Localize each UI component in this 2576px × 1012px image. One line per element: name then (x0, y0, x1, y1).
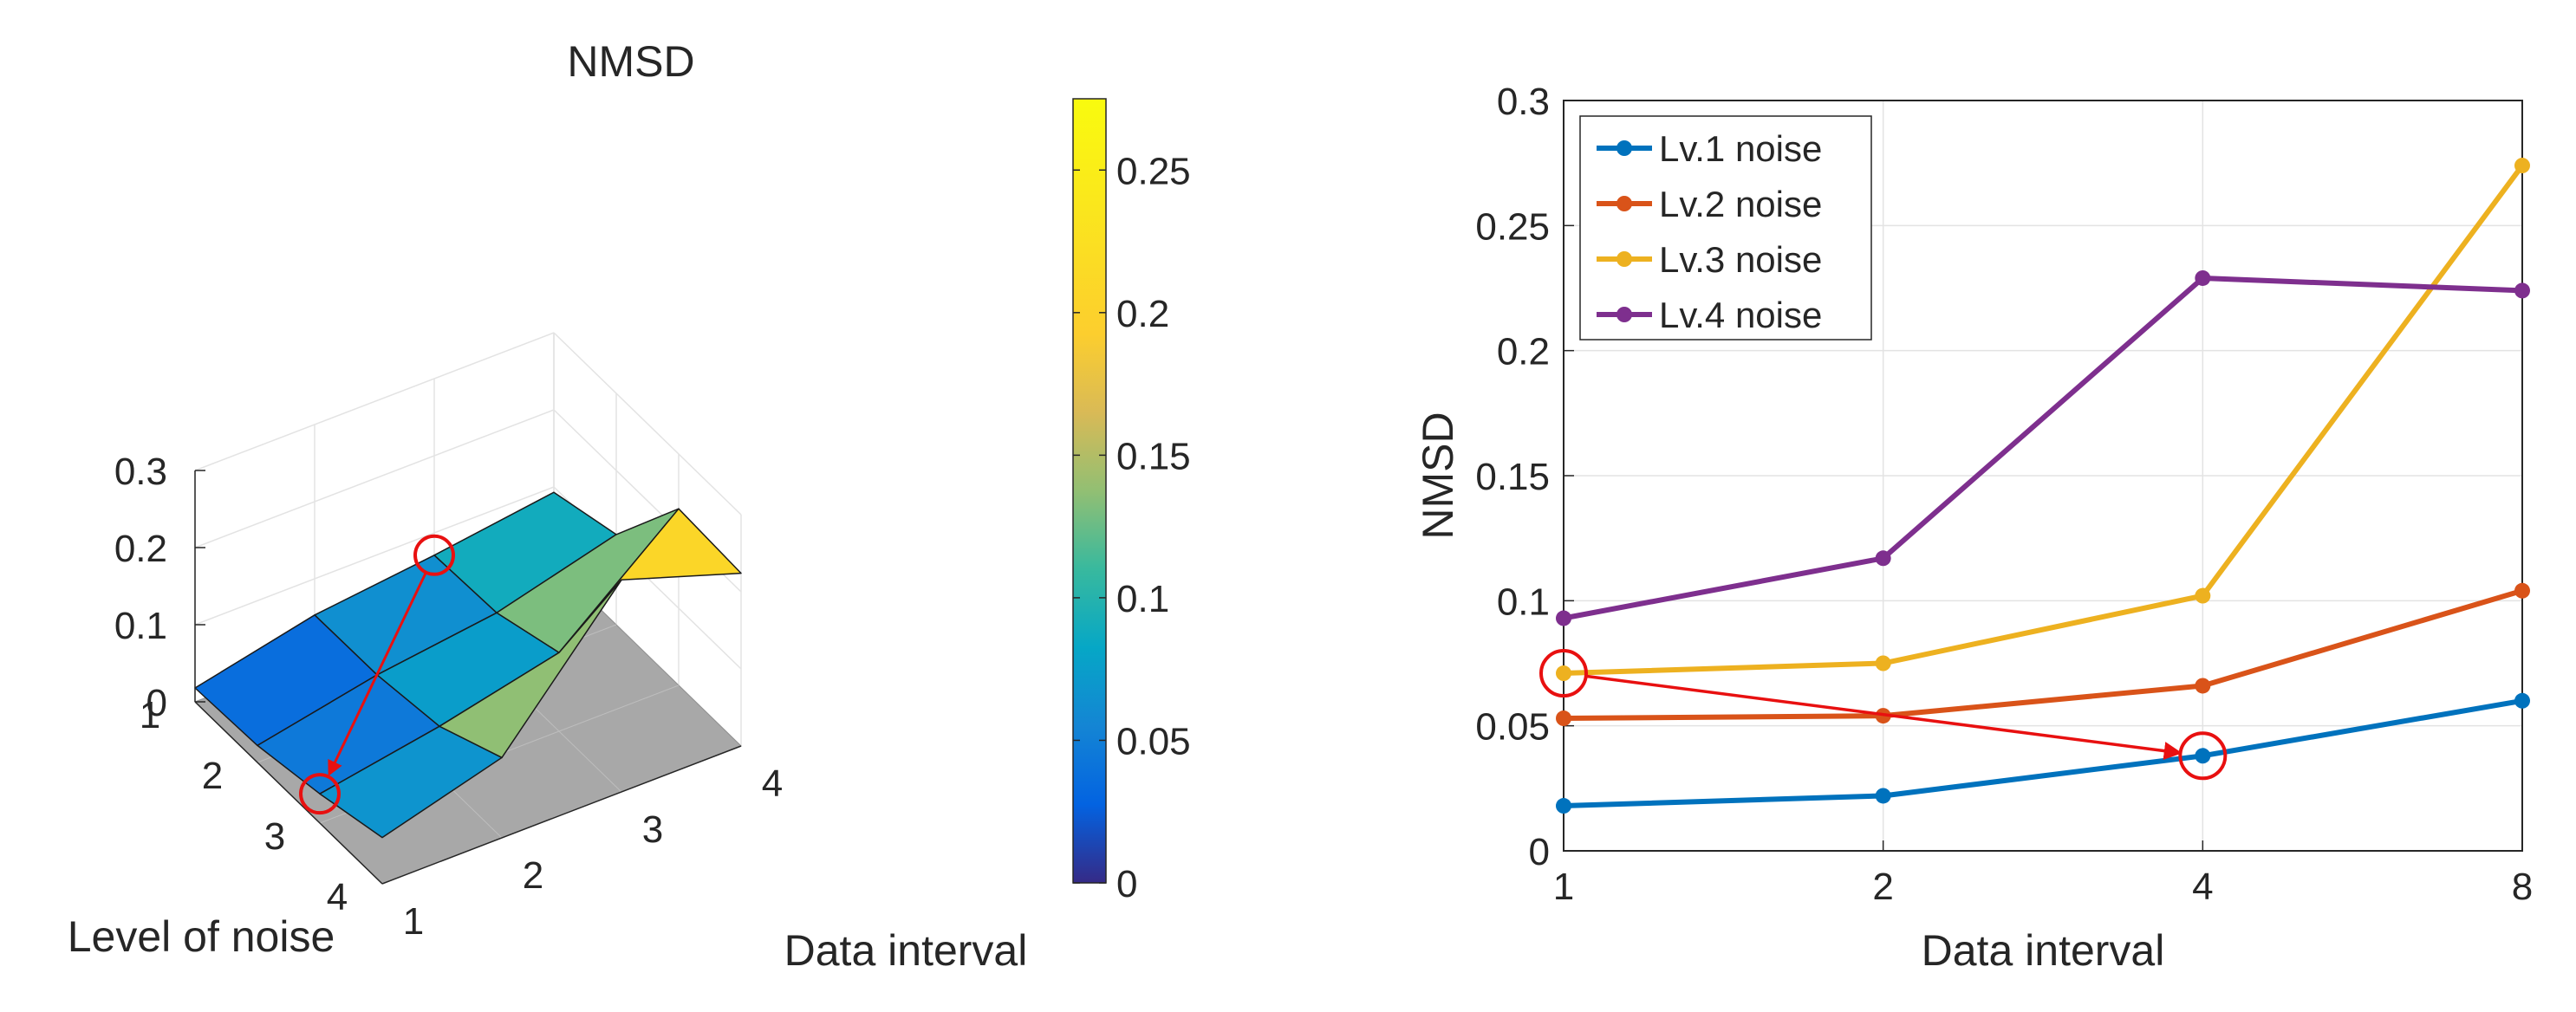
noise-tick-label: 1 (140, 694, 160, 736)
series-line (1563, 587, 2523, 721)
line-x-tick-label: 8 (2512, 866, 2533, 908)
surface-highlight (299, 534, 455, 815)
surface-highlight-arrow (328, 572, 427, 776)
colorbar-tick-label: 0 (1116, 863, 1137, 905)
interval-tick-label: 2 (523, 854, 543, 897)
legend-label: Lv.1 noise (1659, 128, 1822, 169)
z-tick-label: 0 (146, 682, 167, 724)
line-x-tick-label: 4 (2192, 866, 2213, 908)
series-point (1556, 665, 1571, 682)
series-point (2195, 269, 2211, 286)
line-highlight-circle-start (1539, 649, 1588, 698)
surface-highlight-circle-end (299, 773, 341, 815)
line-series-group (1556, 158, 2530, 814)
legend-swatch-marker (1617, 307, 1632, 322)
colorbar (1072, 98, 1107, 884)
line-series-3 (1556, 158, 2530, 682)
line-highlight-arrow (1585, 674, 2182, 760)
legend-swatch-marker (1617, 140, 1632, 156)
series-point (1556, 610, 1571, 626)
noise-tick-label: 4 (327, 876, 348, 918)
back-grid-line (194, 409, 555, 548)
series-line (1563, 697, 2523, 808)
line-highlight (1539, 649, 2228, 781)
surface-xlabel: Data interval (784, 926, 1028, 975)
z-tick-label: 0.2 (114, 528, 167, 570)
series-point (1875, 550, 1891, 567)
legend-entries: Lv.1 noise Lv.2 noise Lv.3 noise Lv.4 noise (1597, 128, 1822, 335)
series-point (1875, 655, 1891, 671)
surface-title: NMSD (567, 37, 694, 86)
colorbar-tick-label: 0.15 (1116, 435, 1191, 477)
z-tick-label: 0.1 (114, 605, 167, 647)
line-legend: Lv.1 noise Lv.2 noise Lv.3 noise Lv.4 noise (1579, 115, 1872, 341)
line-series-2 (1556, 582, 2530, 727)
legend-label: Lv.2 noise (1659, 184, 1822, 224)
series-point (1875, 788, 1891, 804)
line-y-tick-labels: 0 0.05 0.1 0.15 0.2 0.25 0.3 (1475, 81, 1574, 873)
noise-axis-line (194, 701, 383, 885)
legend-swatch-marker (1617, 196, 1632, 211)
back-grid-line (194, 332, 555, 471)
z-tick-label: 0.3 (114, 451, 167, 493)
series-point (2514, 692, 2530, 709)
colorbar-tick-label: 0.05 (1116, 720, 1191, 762)
interval-tick-label: 4 (762, 762, 783, 805)
line-y-tick-label: 0.15 (1475, 456, 1550, 498)
line-y-tick-label: 0 (1529, 831, 1550, 873)
series-point (1556, 798, 1571, 814)
surface-axes (194, 470, 742, 885)
line-chart: 0 0.05 0.1 0.15 0.2 0.25 0.3 1 2 4 8 NMSD Data in… (1414, 81, 2533, 975)
colorbar-tick-label: 0.2 (1116, 293, 1169, 335)
line-series-4 (1556, 269, 2530, 626)
line-y-tick-label: 0.05 (1475, 706, 1550, 749)
legend-label: Lv.4 noise (1659, 295, 1822, 335)
series-point (2195, 678, 2211, 694)
line-x-tick-label: 1 (1553, 866, 1574, 908)
line-y-tick-label: 0.3 (1497, 81, 1550, 123)
surface-patch (319, 725, 503, 839)
line-ylabel: NMSD (1414, 412, 1462, 539)
interval-tick-label: 3 (642, 808, 663, 851)
noise-tick-label: 2 (202, 755, 223, 797)
interval-axis-line (381, 745, 742, 885)
line-xlabel: Data interval (1922, 926, 2165, 975)
series-point (2195, 748, 2211, 764)
series-point (2514, 158, 2530, 174)
series-line (1563, 164, 2525, 676)
series-line (1563, 276, 2523, 621)
colorbar-tick-label: 0.1 (1116, 578, 1169, 620)
colorbar-ticks: 0 0.05 0.1 0.15 0.2 0.25 (1073, 150, 1191, 905)
interval-tick-label: 1 (403, 900, 424, 943)
series-point (2514, 282, 2530, 299)
surface-ylabel: Level of noise (68, 912, 335, 961)
line-x-tick-labels: 1 2 4 8 (1553, 840, 2533, 908)
line-y-tick-label: 0.25 (1475, 205, 1550, 248)
line-x-tick-label: 2 (1872, 866, 1893, 908)
back-grid-line (553, 332, 742, 516)
back-grid-line (194, 486, 555, 626)
series-point (2514, 582, 2530, 599)
legend-swatch-marker (1617, 251, 1632, 267)
series-point (1556, 710, 1571, 727)
noise-tick-label: 3 (264, 815, 285, 858)
line-highlight-circle-end (2178, 731, 2228, 781)
legend-label: Lv.3 noise (1659, 239, 1822, 280)
colorbar-tick-label: 0.25 (1116, 150, 1191, 192)
line-y-tick-label: 0.2 (1497, 331, 1550, 373)
line-y-tick-label: 0.1 (1497, 581, 1550, 623)
series-point (2195, 587, 2211, 604)
surface-highlight-circle-start (413, 534, 455, 576)
line-series-1 (1556, 692, 2530, 814)
